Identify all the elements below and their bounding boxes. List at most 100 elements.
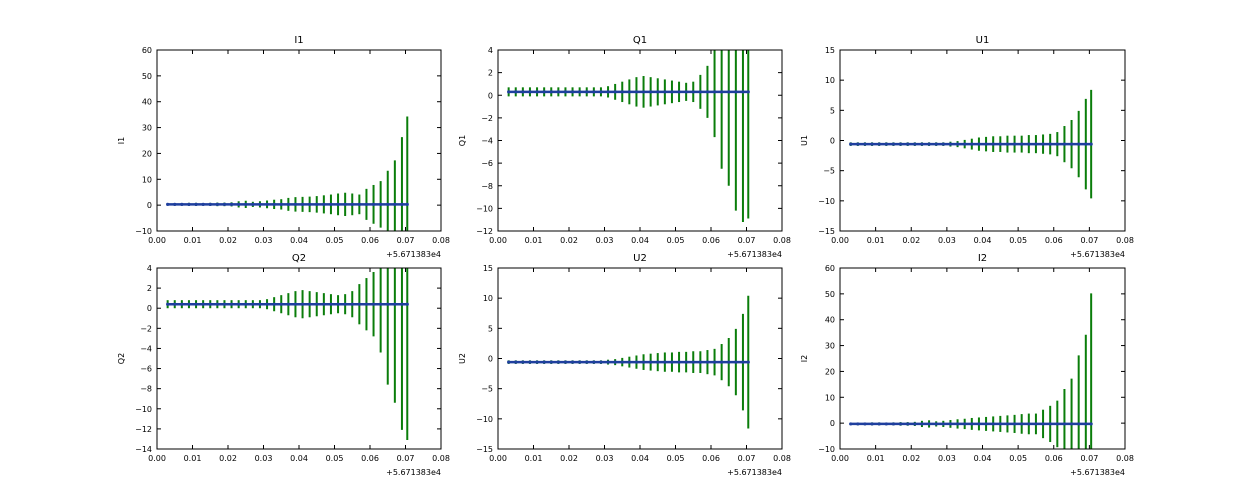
y-tick-label: −10 — [135, 227, 152, 236]
data-point — [194, 302, 198, 306]
data-point — [898, 422, 903, 426]
y-tick-label: 10 — [142, 175, 152, 184]
data-point — [535, 90, 539, 94]
data-point — [712, 360, 717, 364]
y-tick-label: 0 — [488, 355, 493, 364]
data-point — [627, 90, 631, 94]
chart-u2: U2 U2 0.00 0.01 0.02 0.03 0.04 0.05 0.06 0.07 0.08… — [458, 253, 791, 477]
data-point — [649, 360, 653, 364]
data-point — [556, 360, 560, 364]
data-point — [998, 142, 1002, 146]
data-point — [656, 360, 660, 364]
y-tick-label: 20 — [825, 367, 835, 376]
chart-u1: U1 U1 0.00 0.01 0.02 0.03 0.04 0.05 0.06 0.07 0.08… — [800, 35, 1134, 259]
data-point — [173, 302, 177, 306]
data-point — [1027, 422, 1031, 426]
data-point — [641, 90, 646, 94]
data-point — [1089, 142, 1093, 146]
data-point — [229, 302, 234, 306]
y-tick-label: 4 — [488, 46, 493, 55]
data-point — [1048, 422, 1052, 426]
x-tick-label: 0.03 — [255, 454, 273, 463]
data-point — [265, 202, 269, 206]
data-point — [208, 202, 212, 206]
y-tick-label: 15 — [825, 46, 835, 55]
data-point — [279, 302, 283, 306]
x-tick-label: 0.01 — [867, 236, 885, 245]
data-point — [906, 142, 910, 146]
data-point — [400, 202, 404, 206]
data-point — [542, 360, 546, 364]
x-offset-label: +5.671383e4 — [727, 250, 782, 259]
x-offset-label: +5.671383e4 — [1070, 250, 1125, 259]
chart-i2: I2 I2 0.00 0.01 0.02 0.03 0.04 0.05 0.06 0.07 0.08… — [800, 253, 1134, 477]
x-tick-label: 0.05 — [326, 236, 344, 245]
data-point — [927, 422, 931, 426]
data-point — [329, 202, 333, 206]
x-tick-label: 0.03 — [255, 236, 273, 245]
data-point — [549, 90, 553, 94]
data-point — [606, 360, 610, 364]
y-tick-label: 0 — [147, 304, 152, 313]
data-point — [656, 90, 660, 94]
data-point — [634, 90, 639, 94]
data-point — [606, 90, 610, 94]
data-point — [386, 302, 390, 306]
data-point — [1055, 422, 1059, 426]
data-point — [920, 142, 924, 146]
data-point — [746, 360, 750, 364]
data-point — [627, 360, 631, 364]
x-tick-label: 0.00 — [831, 236, 849, 245]
data-point — [549, 360, 553, 364]
data-point — [371, 302, 376, 306]
data-point — [955, 422, 960, 426]
data-point — [691, 360, 695, 364]
x-tick-label: 0.00 — [489, 454, 507, 463]
data-point — [1012, 142, 1017, 146]
data-point — [578, 360, 582, 364]
data-point — [308, 202, 312, 206]
data-point — [599, 360, 603, 364]
data-point — [215, 302, 219, 306]
data-point — [663, 360, 667, 364]
data-point — [350, 202, 354, 206]
data-point — [1027, 142, 1031, 146]
data-point — [1048, 142, 1052, 146]
data-point — [1020, 422, 1024, 426]
y-tick-label: 50 — [142, 72, 152, 81]
x-tick-label: 0.03 — [938, 454, 956, 463]
x-tick-label: 0.06 — [1045, 236, 1063, 245]
data-point — [963, 422, 967, 426]
data-point — [705, 90, 710, 94]
y-tick-label: 10 — [825, 393, 835, 402]
y-tick-label: −10 — [135, 405, 152, 414]
x-tick-label: 0.07 — [738, 236, 756, 245]
data-point — [364, 302, 369, 306]
x-tick-label: 0.08 — [773, 236, 791, 245]
data-point — [542, 90, 546, 94]
data-point — [563, 90, 568, 94]
y-tick-label: −6 — [481, 159, 493, 168]
data-point — [279, 202, 283, 206]
data-point — [578, 90, 582, 94]
x-tick-label: 0.02 — [219, 454, 237, 463]
x-tick-label: 0.08 — [1116, 454, 1134, 463]
x-tick-label: 0.08 — [432, 236, 450, 245]
data-point — [698, 90, 702, 94]
data-point — [934, 422, 938, 426]
x-tick-label: 0.08 — [1116, 236, 1134, 245]
x-tick-label: 0.02 — [560, 236, 578, 245]
data-point — [364, 202, 369, 206]
data-point — [1005, 422, 1010, 426]
data-point — [322, 302, 326, 306]
data-point — [1041, 142, 1045, 146]
data-point — [393, 302, 397, 306]
data-point — [734, 360, 738, 364]
data-point — [727, 360, 731, 364]
y-tick-label: −2 — [481, 114, 493, 123]
data-point — [208, 302, 212, 306]
data-point — [286, 302, 290, 306]
axes-frame — [497, 267, 783, 450]
series-i2 — [849, 293, 1093, 449]
x-tick-label: 0.01 — [184, 236, 202, 245]
